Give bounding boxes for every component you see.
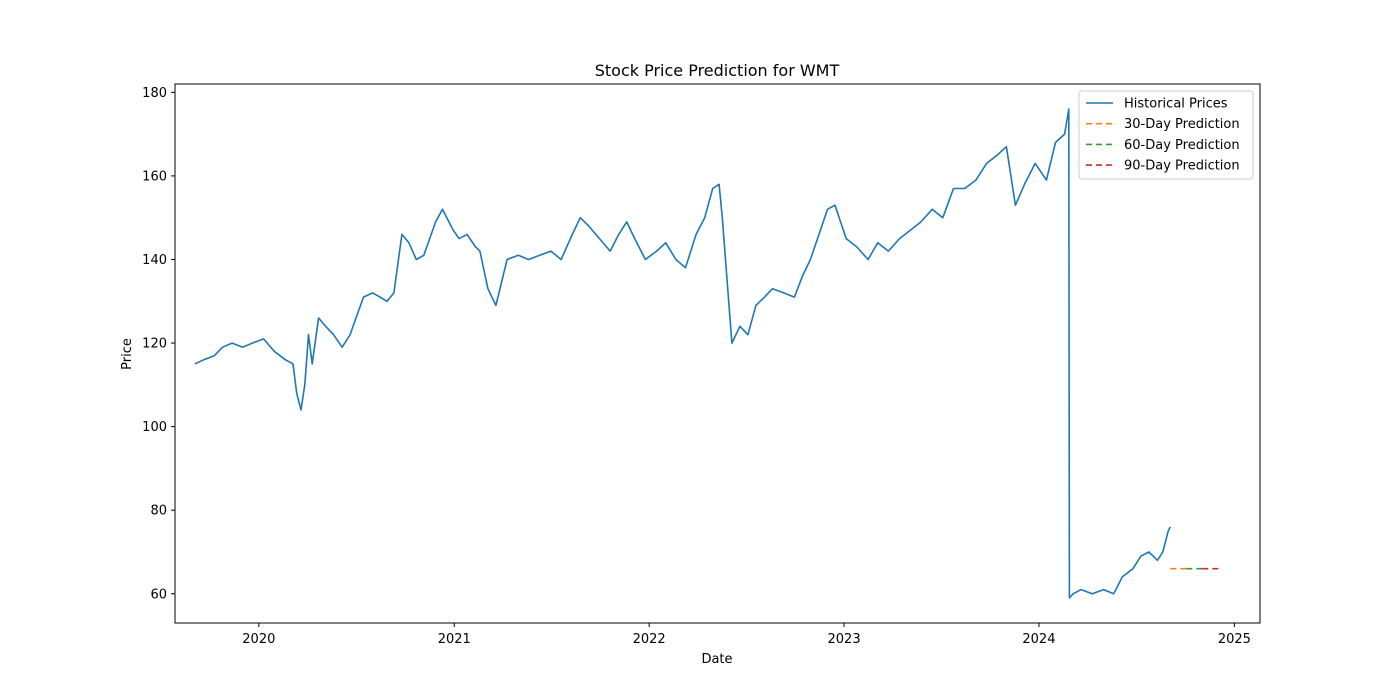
plot-area: 2020 2021 2022 2023 2024 2025 60 80 100 120 140 16… bbox=[142, 83, 1261, 647]
legend-label-3: 60-Day Prediction bbox=[1124, 138, 1240, 153]
x-tick-label-2021: 2021 bbox=[438, 632, 471, 647]
y-tick-label-100: 100 bbox=[142, 420, 167, 435]
axes-frame bbox=[174, 83, 1261, 624]
legend: Historical Prices 30-Day Prediction 60-Day… bbox=[1078, 90, 1254, 180]
series-line-1 bbox=[194, 108, 1172, 599]
x-tick-label-2022: 2022 bbox=[633, 632, 666, 647]
series-layer bbox=[194, 108, 1219, 599]
legend-label-1: Historical Prices bbox=[1124, 97, 1228, 112]
chart-title: Stock Price Prediction for WMT bbox=[595, 61, 840, 80]
legend-label-4: 90-Day Prediction bbox=[1124, 159, 1240, 174]
x-tick-label-2023: 2023 bbox=[828, 632, 861, 647]
y-tick-label-120: 120 bbox=[142, 337, 167, 352]
legend-box bbox=[1078, 90, 1254, 180]
y-tick-label-80: 80 bbox=[150, 504, 167, 519]
legend-label-2: 30-Day Prediction bbox=[1124, 117, 1240, 132]
x-tick-label-2025: 2025 bbox=[1218, 632, 1251, 647]
y-tick-label-160: 160 bbox=[142, 169, 167, 184]
x-tick-label-2020: 2020 bbox=[242, 632, 275, 647]
y-tick-label-60: 60 bbox=[150, 587, 167, 602]
x-axis: 2020 2021 2022 2023 2024 2025 bbox=[242, 623, 1251, 647]
y-axis: 60 80 100 120 140 160 180 bbox=[142, 86, 175, 602]
x-axis-label: Date bbox=[701, 652, 732, 667]
y-tick-label-180: 180 bbox=[142, 86, 167, 101]
y-axis-label: Price bbox=[120, 338, 135, 370]
y-tick-label-140: 140 bbox=[142, 253, 167, 268]
x-tick-label-2024: 2024 bbox=[1022, 632, 1055, 647]
